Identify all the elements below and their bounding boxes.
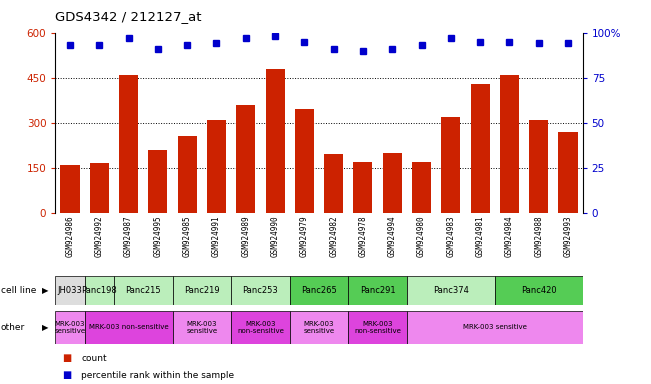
Text: MRK-003 sensitive: MRK-003 sensitive	[463, 324, 527, 330]
Bar	[236, 105, 255, 213]
Bar	[348, 311, 407, 344]
Text: Panc215: Panc215	[126, 286, 161, 295]
Bar	[324, 154, 343, 213]
Text: Panc253: Panc253	[243, 286, 278, 295]
Bar	[114, 276, 173, 305]
Text: cell line: cell line	[1, 286, 36, 295]
Text: Panc374: Panc374	[433, 286, 469, 295]
Text: Panc420: Panc420	[521, 286, 557, 295]
Text: GSM924992: GSM924992	[95, 215, 104, 257]
Text: GSM924991: GSM924991	[212, 215, 221, 257]
Bar	[295, 109, 314, 213]
Text: other: other	[1, 323, 25, 332]
Text: MRK-003
sensitive: MRK-003 sensitive	[303, 321, 335, 334]
Bar	[207, 120, 226, 213]
Text: GSM924987: GSM924987	[124, 215, 133, 257]
Text: GDS4342 / 212127_at: GDS4342 / 212127_at	[55, 10, 202, 23]
Text: ▶: ▶	[42, 286, 49, 295]
Text: count: count	[81, 354, 107, 363]
Text: GSM924985: GSM924985	[183, 215, 191, 257]
Text: GSM924995: GSM924995	[154, 215, 162, 257]
Bar	[529, 120, 548, 213]
Text: MRK-003
non-sensitive: MRK-003 non-sensitive	[354, 321, 401, 334]
Bar	[290, 311, 348, 344]
Bar	[407, 276, 495, 305]
Text: GSM924982: GSM924982	[329, 215, 338, 257]
Bar	[231, 311, 290, 344]
Text: Panc291: Panc291	[360, 286, 395, 295]
Bar	[85, 311, 173, 344]
Text: MRK-003
sensitive: MRK-003 sensitive	[186, 321, 217, 334]
Bar	[85, 276, 114, 305]
Text: percentile rank within the sample: percentile rank within the sample	[81, 371, 234, 380]
Bar	[90, 164, 109, 213]
Bar	[231, 276, 290, 305]
Text: MRK-003
non-sensitive: MRK-003 non-sensitive	[237, 321, 284, 334]
Text: GSM924990: GSM924990	[271, 215, 279, 257]
Text: GSM924983: GSM924983	[447, 215, 455, 257]
Bar	[353, 162, 372, 213]
Text: JH033: JH033	[57, 286, 83, 295]
Text: GSM924986: GSM924986	[66, 215, 74, 257]
Text: GSM924980: GSM924980	[417, 215, 426, 257]
Text: ■: ■	[62, 370, 71, 380]
Text: Panc219: Panc219	[184, 286, 219, 295]
Bar	[407, 311, 583, 344]
Bar	[55, 276, 85, 305]
Text: GSM924989: GSM924989	[242, 215, 250, 257]
Bar	[495, 276, 583, 305]
Text: MRK-003 non-sensitive: MRK-003 non-sensitive	[89, 324, 169, 330]
Bar	[500, 75, 519, 213]
Text: Panc265: Panc265	[301, 286, 337, 295]
Bar	[290, 276, 348, 305]
Text: ■: ■	[62, 353, 71, 363]
Bar	[266, 69, 284, 213]
Text: GSM924978: GSM924978	[359, 215, 367, 257]
Bar	[61, 165, 79, 213]
Bar	[178, 136, 197, 213]
Bar	[148, 150, 167, 213]
Bar	[119, 75, 138, 213]
Text: ▶: ▶	[42, 323, 49, 332]
Text: GSM924979: GSM924979	[300, 215, 309, 257]
Text: GSM924994: GSM924994	[388, 215, 396, 257]
Bar	[383, 153, 402, 213]
Text: GSM924993: GSM924993	[564, 215, 572, 257]
Text: GSM924984: GSM924984	[505, 215, 514, 257]
Text: Panc198: Panc198	[81, 286, 117, 295]
Bar	[559, 132, 577, 213]
Bar	[441, 117, 460, 213]
Bar	[173, 311, 231, 344]
Bar	[173, 276, 231, 305]
Text: MRK-003
sensitive: MRK-003 sensitive	[55, 321, 85, 334]
Text: GSM924981: GSM924981	[476, 215, 484, 257]
Bar	[412, 162, 431, 213]
Text: GSM924988: GSM924988	[534, 215, 543, 257]
Bar	[55, 311, 85, 344]
Bar	[471, 84, 490, 213]
Bar	[348, 276, 407, 305]
